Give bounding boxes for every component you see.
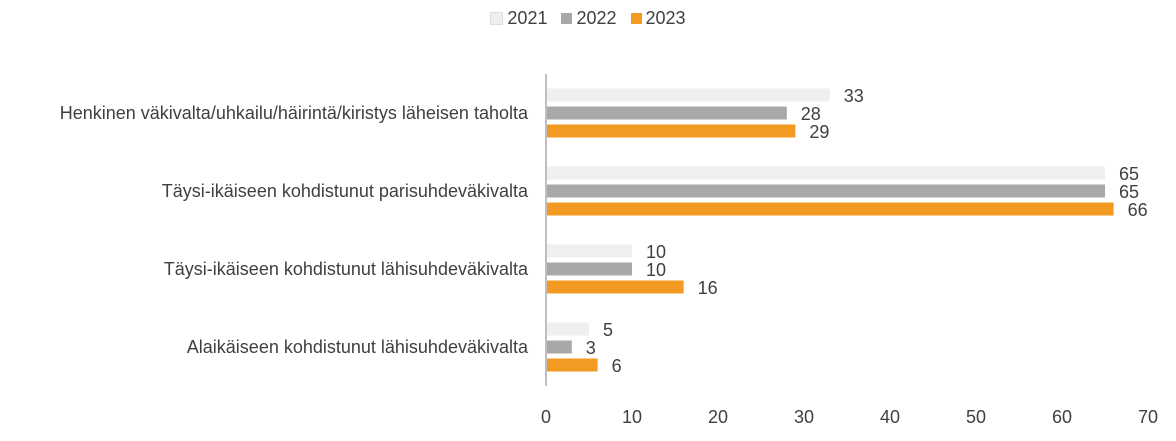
category-label: Täysi-ikäiseen kohdistunut lähisuhdeväki…: [163, 259, 528, 279]
data-label: 16: [698, 278, 718, 298]
data-label: 10: [646, 242, 666, 262]
data-label: 28: [801, 104, 821, 124]
data-label: 10: [646, 260, 666, 280]
data-label: 29: [809, 122, 829, 142]
data-label: 6: [612, 356, 622, 376]
x-tick-label: 40: [880, 407, 900, 427]
legend-item: 2021: [490, 8, 547, 29]
category-label: Henkinen väkivalta/uhkailu/häirintä/kiri…: [59, 103, 528, 123]
legend-swatch: [490, 12, 504, 25]
bar: [546, 166, 1105, 180]
data-label: 65: [1119, 164, 1139, 184]
x-tick-label: 10: [622, 407, 642, 427]
legend-item: 2023: [630, 8, 686, 29]
bar: [546, 322, 589, 336]
category-label-box: Alaikäiseen kohdistunut lähisuhdeväkival…: [0, 334, 528, 360]
bar: [546, 106, 787, 120]
category-label-box: Täysi-ikäiseen kohdistunut parisuhdeväki…: [0, 178, 528, 204]
data-label: 65: [1119, 182, 1139, 202]
legend-label: 2022: [576, 8, 617, 28]
legend-label: 2021: [507, 8, 548, 28]
x-tick-label: 20: [708, 407, 728, 427]
bar: [546, 244, 632, 258]
bar: [546, 202, 1114, 216]
bar: [546, 124, 796, 138]
bar: [546, 280, 684, 294]
x-tick-label: 30: [794, 407, 814, 427]
bar: [546, 184, 1105, 198]
legend: 2021 2022 2023: [0, 8, 1176, 29]
legend-swatch: [630, 13, 642, 24]
bar: [546, 340, 572, 354]
category-label: Täysi-ikäiseen kohdistunut parisuhdeväki…: [161, 181, 528, 201]
data-label: 5: [603, 320, 613, 340]
x-tick-label: 0: [541, 407, 551, 427]
legend-swatch: [561, 13, 573, 24]
category-label: Alaikäiseen kohdistunut lähisuhdeväkival…: [186, 337, 528, 357]
x-tick-label: 70: [1138, 407, 1158, 427]
data-label: 3: [586, 338, 596, 358]
x-tick-label: 60: [1052, 407, 1072, 427]
category-label-box: Täysi-ikäiseen kohdistunut lähisuhdeväki…: [0, 256, 528, 282]
data-label: 33: [844, 86, 864, 106]
bar: [546, 262, 632, 276]
legend-item: 2022: [561, 8, 617, 29]
category-label-box: Henkinen väkivalta/uhkailu/häirintä/kiri…: [0, 100, 528, 126]
data-label: 66: [1128, 200, 1148, 220]
legend-label: 2023: [645, 8, 686, 28]
x-tick-label: 50: [966, 407, 986, 427]
bar: [546, 358, 598, 372]
bar: [546, 88, 830, 102]
